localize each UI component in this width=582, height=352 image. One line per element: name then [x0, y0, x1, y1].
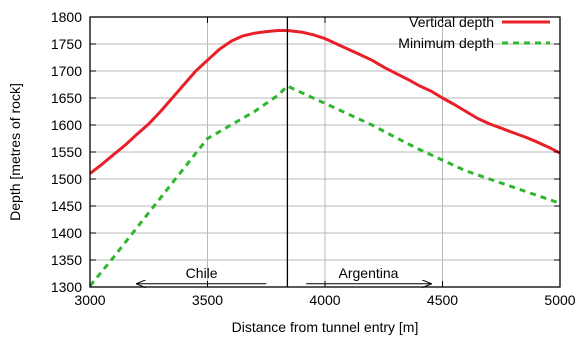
axes: 3000 3500 4000 4500 5000 1300 1350 1400 1450 1500…: [51, 9, 576, 308]
x-tick-label: 3000: [74, 292, 105, 308]
legend: Vertical depth Minimum depth: [398, 14, 550, 51]
y-tick-label: 1450: [51, 198, 82, 214]
series-line-vertical-depth: [89, 29, 561, 175]
y-tick-label: 1700: [51, 63, 82, 79]
region-label-argentina: Argentina: [339, 265, 399, 281]
y-tick-label: 1300: [51, 279, 82, 295]
gridlines: [90, 17, 560, 287]
x-tick-label: 5000: [544, 292, 575, 308]
y-tick-label: 1650: [51, 90, 82, 106]
region-annotations: Chile Argentina: [137, 17, 431, 287]
y-tick-label: 1750: [51, 36, 82, 52]
y-tick-label: 1800: [51, 9, 82, 25]
y-tick-label: 1550: [51, 144, 82, 160]
legend-label-vertical-depth: Vertical depth: [409, 14, 494, 30]
region-label-chile: Chile: [186, 265, 218, 281]
series-line-minimum-depth: [88, 84, 561, 287]
y-tick-label: 1350: [51, 252, 82, 268]
y-axis-label: Depth [metres of rock]: [7, 83, 23, 221]
x-tick-label: 3500: [192, 292, 223, 308]
x-tick-label: 4500: [427, 292, 458, 308]
y-tick-label: 1400: [51, 225, 82, 241]
legend-label-minimum-depth: Minimum depth: [398, 35, 494, 51]
series-lines: [88, 29, 561, 287]
x-axis-label: Distance from tunnel entry [m]: [232, 319, 419, 335]
y-tick-label: 1600: [51, 117, 82, 133]
x-tick-label: 4000: [309, 292, 340, 308]
y-tick-label: 1500: [51, 171, 82, 187]
